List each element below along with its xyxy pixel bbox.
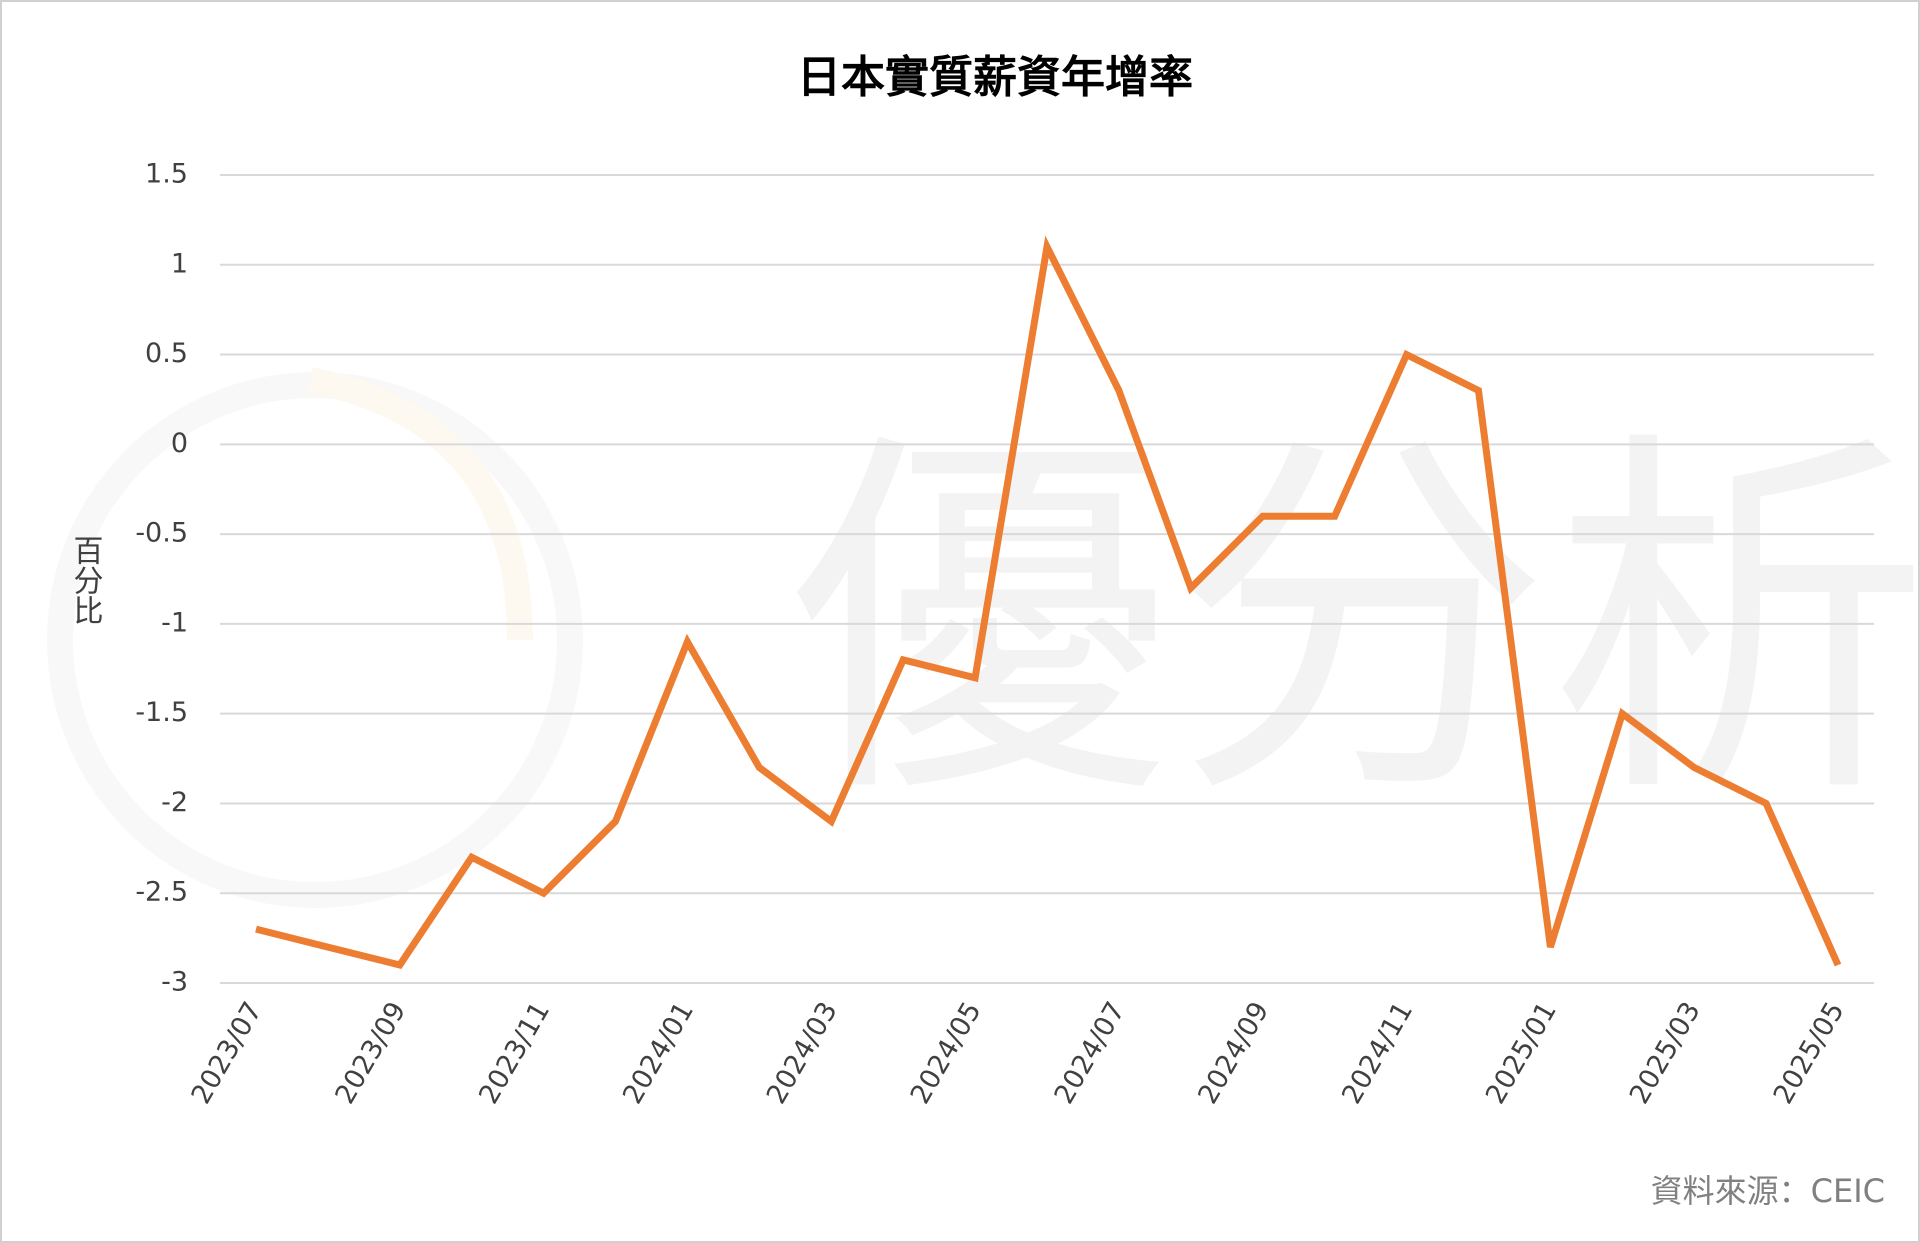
y-tick-label: 0 [171, 428, 188, 459]
source: 資料來源：CEIC [1651, 1172, 1885, 1210]
chart-title: 日本實質薪資年增率 [797, 52, 1193, 103]
y-tick-label: 0.5 [145, 338, 188, 369]
logo [47, 367, 583, 908]
y-tick-label: -1.5 [135, 697, 188, 728]
y-tick-label: -2 [161, 787, 188, 818]
line [255, 235, 1842, 969]
y-tick-label: 1 [171, 248, 188, 279]
y-tick-label: 1.5 [145, 159, 188, 190]
y-axis-label: 百分比 [68, 535, 103, 625]
y-tick-label: -0.5 [135, 518, 188, 549]
y-tick-label: -1 [161, 607, 188, 638]
y-tick-label: -2.5 [135, 877, 188, 908]
y-tick-label: -3 [161, 967, 188, 998]
